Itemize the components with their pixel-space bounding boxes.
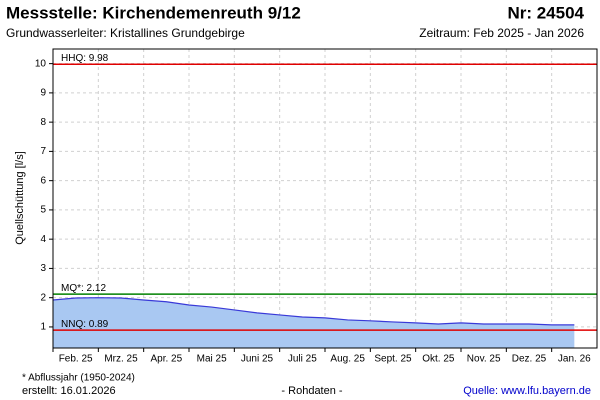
y-axis-label: Quellschüttung [l/s]	[14, 151, 26, 245]
reference-label: MQ*: 2.12	[61, 283, 106, 294]
footnote: * Abflussjahr (1950-2024)	[22, 373, 135, 384]
x-tick-label: Juni 25	[241, 354, 274, 365]
subtitle: Grundwasserleiter: Kristallines Grundgeb…	[6, 26, 245, 40]
chart-title: Messstelle: Kirchendemenreuth 9/12	[6, 3, 301, 22]
y-tick-label: 4	[40, 234, 46, 245]
line	[52, 297, 575, 326]
y-tick-label: 5	[40, 205, 46, 216]
x-tick-label: Okt. 25	[422, 354, 455, 365]
data-note: - Rohdaten -	[281, 385, 342, 397]
y-tick-label: 7	[40, 146, 46, 157]
y-tick-label: 1	[40, 322, 46, 333]
x-tick-label: Feb. 25	[59, 354, 93, 365]
reference-label: HHQ: 9.98	[61, 53, 109, 64]
created-date: erstellt: 16.01.2026	[22, 385, 116, 397]
y-tick-label: 9	[40, 88, 46, 99]
x-tick-label: Mrz. 25	[104, 354, 138, 365]
x-tick-label: Juli 25	[288, 354, 317, 365]
x-tick-label: Jan. 26	[558, 354, 591, 365]
plot-frame	[52, 48, 598, 349]
x-tick-label: Aug. 25	[330, 354, 365, 365]
y-tick-label: 6	[40, 175, 46, 186]
y-tick-label: 8	[40, 117, 46, 128]
period: Zeitraum: Feb 2025 - Jan 2026	[419, 26, 584, 40]
source-link[interactable]: Quelle: www.lfu.bayern.de	[463, 385, 591, 397]
x-tick-label: Sept. 25	[374, 354, 412, 365]
x-tick-label: Apr. 25	[150, 354, 182, 365]
reference-label: NNQ: 0.89	[61, 319, 109, 330]
area	[53, 297, 575, 348]
y-tick-label: 2	[40, 292, 46, 303]
station-number: Nr: 24504	[507, 3, 584, 22]
x-tick-label: Mai 25	[197, 354, 227, 365]
y-tick-label: 10	[35, 58, 47, 69]
x-tick-label: Dez. 25	[512, 354, 547, 365]
y-tick-label: 3	[40, 263, 46, 274]
x-tick-label: Nov. 25	[467, 354, 501, 365]
